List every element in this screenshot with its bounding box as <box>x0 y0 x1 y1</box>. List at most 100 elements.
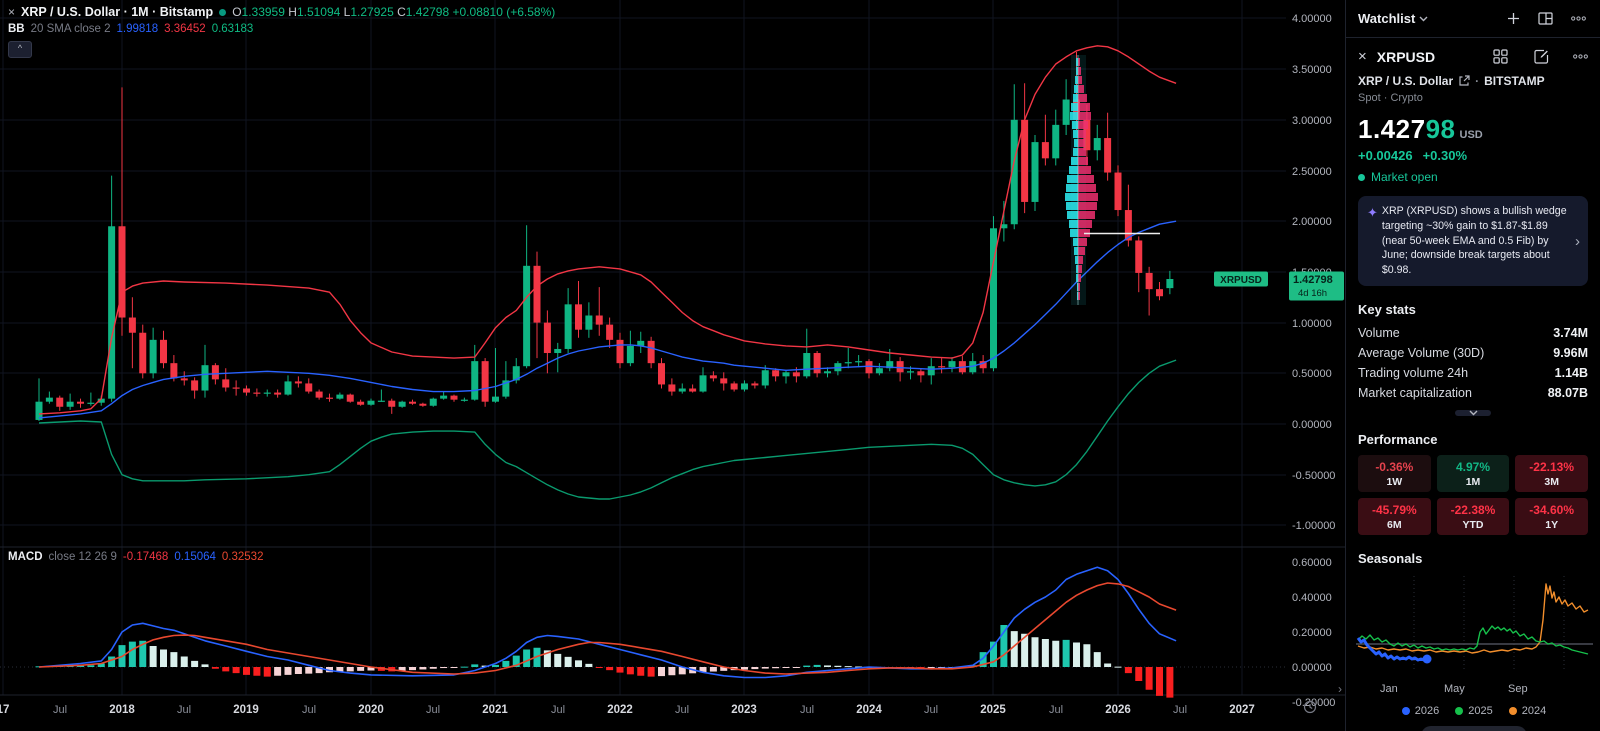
time-axis[interactable]: 17 2018 2019 2020 2021 2022 2023 2024 2025 2026 20… <box>0 704 1255 716</box>
more-seasonals-button[interactable]: More seasonals <box>1421 726 1527 731</box>
current-price-tag: XRPUSD 1.42798 4d 16h <box>1214 271 1344 301</box>
seasonals-chart[interactable] <box>1356 570 1593 678</box>
seasonal-line-2026 <box>1356 637 1428 662</box>
watchlist-more-icon[interactable] <box>1564 16 1588 21</box>
svg-text:Jul: Jul <box>53 704 67 716</box>
key-stat-value: 1.14B <box>1554 366 1588 381</box>
key-stat-row: Trading volume 24h 1.14B <box>1346 363 1600 383</box>
candlesticks <box>35 51 1174 421</box>
seasonals-legend-item-2025[interactable]: 2025 <box>1455 705 1493 717</box>
seasonals-month-label: Jan <box>1380 683 1398 696</box>
seasonals-section: Jan May Sep 2026 2025 2024 More seasonals <box>1356 570 1593 731</box>
legend-close-icon[interactable]: × <box>8 5 16 19</box>
svg-text:2019: 2019 <box>233 704 259 716</box>
history-clock-icon[interactable] <box>1303 700 1317 714</box>
svg-text:Jul: Jul <box>675 704 689 716</box>
seasonals-legend-item-2026[interactable]: 2026 <box>1401 705 1439 717</box>
sidebar-collapse-chevron-icon[interactable]: › <box>1338 682 1342 696</box>
market-status-dot-icon <box>219 8 227 16</box>
svg-text:0.00000: 0.00000 <box>1292 419 1332 431</box>
symbol-ticker[interactable]: XRPUSD <box>1376 48 1436 65</box>
svg-text:2024: 2024 <box>856 704 882 716</box>
open-panel-grid-icon[interactable] <box>1531 12 1560 25</box>
svg-text:2021: 2021 <box>482 704 508 716</box>
legend-symbol-title[interactable]: XRP / U.S. Dollar · 1M · Bitstamp <box>21 5 214 19</box>
axis-misc: › <box>1303 682 1342 714</box>
external-link-icon[interactable] <box>1458 75 1470 87</box>
ohlc-values: O1.33959 H1.51094 L1.27925 C1.42798 +0.0… <box>232 5 556 19</box>
performance-cell-3m: -22.13% 3M <box>1515 455 1588 493</box>
svg-text:3.50000: 3.50000 <box>1292 64 1332 76</box>
key-stat-label: Average Volume (30D) <box>1358 346 1485 361</box>
watchlist-sidebar: Watchlist × XRPUSD <box>1345 0 1600 731</box>
macd-indicator-legend[interactable]: MACD close 12 26 9 -0.17468 0.15064 0.32… <box>8 551 264 563</box>
chevron-right-icon[interactable]: › <box>1575 232 1580 250</box>
performance-title: Performance <box>1358 432 1438 448</box>
symbol-legend: × XRP / U.S. Dollar · 1M · Bitstamp O1.3… <box>8 5 555 19</box>
ai-insight-card[interactable]: ✦ XRP (XRPUSD) shows a bullish wedge tar… <box>1358 196 1588 287</box>
key-stat-value: 9.96M <box>1553 346 1588 361</box>
watchlist-title[interactable]: Watchlist <box>1358 11 1416 26</box>
seasonals-legend: 2026 2025 2024 <box>1356 705 1592 717</box>
key-stat-row: Volume 3.74M <box>1346 323 1600 343</box>
svg-text:0.50000: 0.50000 <box>1292 368 1332 380</box>
svg-text:0.60000: 0.60000 <box>1292 557 1332 569</box>
key-stat-row: Market capitalization 88.07B <box>1346 383 1600 403</box>
performance-cell-ytd: -22.38% YTD <box>1436 498 1510 536</box>
svg-text:2026: 2026 <box>1105 704 1131 716</box>
layout-grid-icon[interactable] <box>1485 49 1516 64</box>
watchlist-header: Watchlist <box>1346 0 1600 38</box>
svg-text:2027: 2027 <box>1229 704 1255 716</box>
seasonal-line-2024 <box>1357 583 1589 654</box>
svg-text:4.00000: 4.00000 <box>1292 13 1332 25</box>
key-stats-expand-button[interactable] <box>1455 410 1491 417</box>
symbol-full-name[interactable]: XRP / U.S. Dollar <box>1358 74 1454 88</box>
svg-text:1.00000: 1.00000 <box>1292 318 1332 330</box>
performance-cell-6m: -45.79% 6M <box>1358 498 1431 536</box>
seasonal-line-2025 <box>1357 625 1589 655</box>
key-stat-label: Market capitalization <box>1358 386 1472 401</box>
symbol-exchange: BITSTAMP <box>1484 74 1545 88</box>
svg-text:Jul: Jul <box>1049 704 1063 716</box>
bb-upper-band-line <box>38 45 1177 415</box>
performance-cell-1w: -0.36% 1W <box>1358 455 1431 493</box>
svg-text:XRPUSD: XRPUSD <box>1220 275 1262 286</box>
svg-text:2.50000: 2.50000 <box>1292 166 1332 178</box>
last-price: 1.42798 USD <box>1358 114 1483 144</box>
seasonals-month-axis: Jan May Sep <box>1356 683 1592 697</box>
svg-text:Jul: Jul <box>924 704 938 716</box>
legend-dot-icon <box>1508 707 1517 716</box>
bb-lower-band-line <box>38 359 1177 500</box>
price-axis[interactable]: 4.000003.500003.000002.500002.000001.500… <box>1292 13 1335 709</box>
volume-profile-overlay <box>1065 55 1098 305</box>
edit-note-icon[interactable] <box>1526 49 1557 64</box>
key-stat-row: Average Volume (30D) 9.96M <box>1346 343 1600 363</box>
seasonals-title: Seasonals <box>1358 551 1423 567</box>
ai-insight-text: XRP (XRPUSD) shows a bullish wedge targe… <box>1381 205 1567 277</box>
chart-gridlines <box>0 0 1286 695</box>
bb-indicator-legend[interactable]: BB 20 SMA close 2 1.99818 3.36452 0.6318… <box>8 23 254 35</box>
svg-text:0.40000: 0.40000 <box>1292 592 1332 604</box>
svg-text:2022: 2022 <box>607 704 633 716</box>
performance-cell-1y: -34.60% 1Y <box>1515 498 1588 536</box>
seasonals-legend-item-2024[interactable]: 2024 <box>1508 705 1546 717</box>
key-stats-title: Key stats <box>1358 302 1416 318</box>
symbol-more-icon[interactable] <box>1567 54 1588 59</box>
svg-text:-0.50000: -0.50000 <box>1292 470 1335 482</box>
legend-collapse-button[interactable]: ^ <box>8 41 32 58</box>
price-chart-canvas[interactable]: 4.000003.500003.000002.500002.000001.500… <box>0 0 1345 731</box>
svg-text:Jul: Jul <box>1173 704 1187 716</box>
seasonals-month-label: May <box>1444 683 1465 696</box>
add-symbol-button[interactable] <box>1500 12 1527 25</box>
svg-text:2023: 2023 <box>731 704 757 716</box>
macd-line <box>38 566 1177 679</box>
chevron-down-icon[interactable] <box>1419 16 1428 22</box>
performance-cell-1m: 4.97% 1M <box>1436 455 1510 493</box>
price-change: +0.00426 +0.30% <box>1358 148 1468 163</box>
svg-text:2018: 2018 <box>109 704 135 716</box>
symbol-type: Spot · Crypto <box>1358 92 1423 104</box>
chart-area[interactable]: 4.000003.500003.000002.500002.000001.500… <box>0 0 1345 731</box>
symbol-close-icon[interactable]: × <box>1358 48 1367 65</box>
legend-dot-icon <box>1455 707 1464 716</box>
svg-text:3.00000: 3.00000 <box>1292 115 1332 127</box>
